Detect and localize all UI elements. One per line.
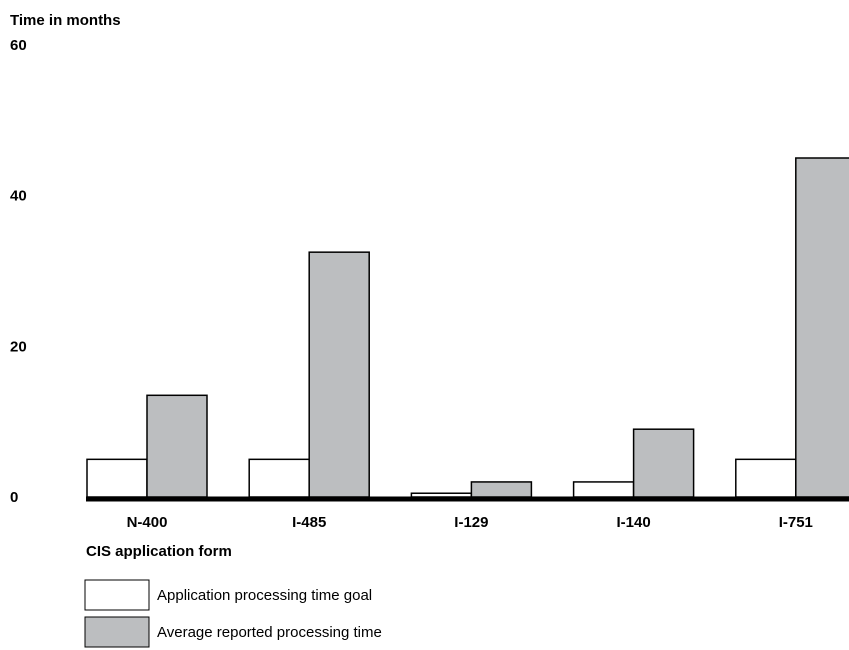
legend-label: Average reported processing time — [157, 624, 382, 641]
y-ticks: 0 20 40 60 — [10, 37, 27, 506]
bar-average-i-485 — [308, 251, 370, 498]
bar-average-n-400 — [146, 394, 208, 498]
y-axis-title: Time in months — [10, 12, 121, 29]
y-tick-label: 20 — [10, 338, 27, 355]
y-tick-label: 40 — [10, 188, 27, 205]
category-labels: N-400 I-485 I-129 I-140 I-751 — [127, 514, 813, 531]
legend-label: Application processing time goal — [157, 587, 372, 604]
bars — [86, 157, 849, 498]
legend-swatch — [84, 579, 150, 611]
bar-average-i-751 — [795, 157, 849, 498]
category-label: I-485 — [292, 514, 326, 531]
bar-goal-i-751 — [735, 458, 797, 498]
legend: Application processing time goal Average … — [84, 579, 382, 648]
bar-average-i-140 — [632, 428, 695, 498]
bar-goal-n-400 — [86, 458, 148, 498]
bar-average-i-129 — [470, 481, 533, 498]
y-tick-label: 60 — [10, 37, 27, 54]
category-label: I-751 — [779, 514, 813, 531]
x-axis-title: CIS application form — [86, 543, 232, 560]
legend-swatch — [84, 616, 150, 648]
category-label: I-140 — [616, 514, 650, 531]
y-tick-label: 0 — [10, 489, 18, 506]
bar-goal-i-129 — [410, 492, 473, 498]
category-label: N-400 — [127, 514, 168, 531]
category-label: I-129 — [454, 514, 488, 531]
bar-goal-i-140 — [572, 481, 635, 498]
bar-goal-i-485 — [248, 458, 310, 498]
